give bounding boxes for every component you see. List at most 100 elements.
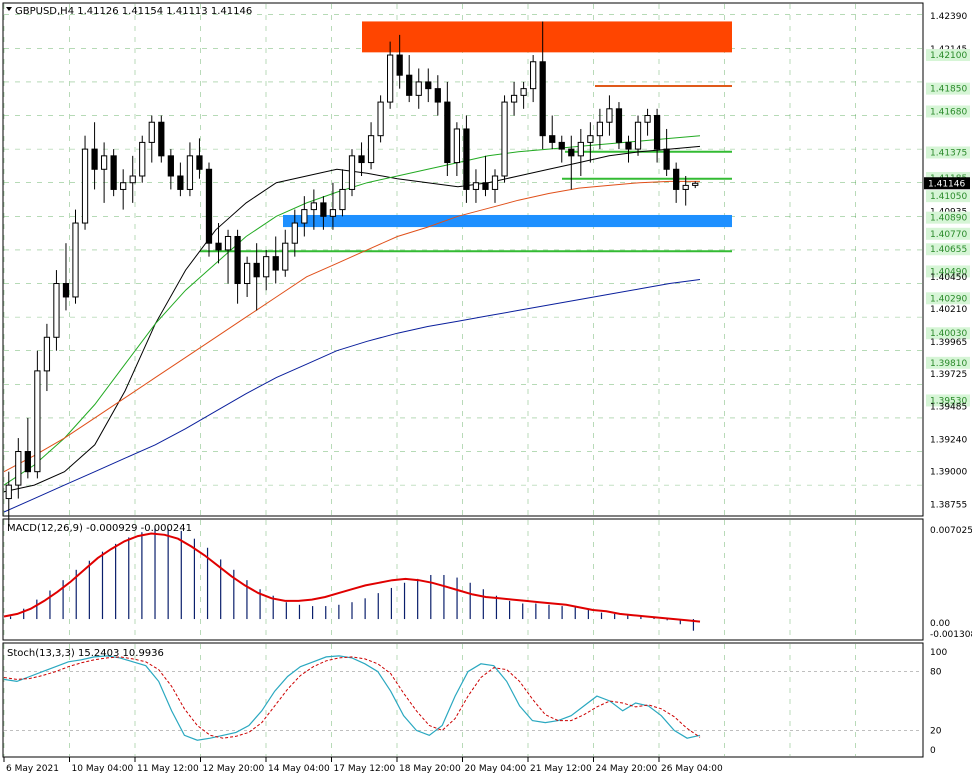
candle-body <box>587 135 594 143</box>
time-tick-label: 6 May 2021 <box>6 764 59 774</box>
triangle-down-icon[interactable] <box>6 7 12 11</box>
candle-body <box>272 256 279 271</box>
price-label-highlight <box>926 49 970 62</box>
price-tick-label: 1.42390 <box>930 12 967 22</box>
price-label-highlight <box>926 292 970 305</box>
candle-body <box>196 155 203 170</box>
price-tick-label: 1.40655 <box>930 245 967 255</box>
candle-body <box>24 451 31 473</box>
candle-body <box>291 222 298 244</box>
stoch-signal-line <box>3 656 701 739</box>
candle-body <box>129 175 136 184</box>
price-tick-label: 1.41050 <box>930 192 967 202</box>
candle-body <box>253 262 260 278</box>
moving-average-line <box>3 180 700 473</box>
candle-body <box>110 155 117 190</box>
candle-body <box>72 222 79 298</box>
price-axis: 1.423901.421451.421001.418501.416801.413… <box>924 12 972 756</box>
candle-body <box>43 336 51 372</box>
candle-body <box>568 148 575 157</box>
time-tick-label: 20 May 04:00 <box>465 764 527 774</box>
time-tick-label: 17 May 12:00 <box>334 764 396 774</box>
support-zone <box>283 214 732 228</box>
price-tick-label: 1.41680 <box>930 107 967 117</box>
resistance-zone <box>362 21 732 53</box>
candle-body <box>549 135 556 143</box>
stoch-axis-label: 100 <box>930 648 947 658</box>
time-tick-label: 10 May 04:00 <box>72 764 134 774</box>
price-label-highlight <box>926 227 970 240</box>
stoch-panel-frame <box>2 642 924 758</box>
candle-body <box>167 155 174 177</box>
candle-body <box>148 121 155 143</box>
candle-body <box>348 155 356 190</box>
candle-body <box>367 135 375 164</box>
candle-body <box>377 101 384 137</box>
candle-body <box>501 101 508 177</box>
price-tick-label: 1.40770 <box>930 230 967 240</box>
candle-body <box>453 128 460 164</box>
candle-body <box>34 370 41 473</box>
price-label-highlight <box>926 243 970 256</box>
time-axis: 6 May 2021 10 May 04:00 11 May 12:00 12 May… <box>3 757 723 774</box>
candle-body <box>663 148 670 170</box>
candle-body <box>91 148 98 170</box>
price-tick-label: 1.40030 <box>930 329 967 339</box>
stoch-panel <box>3 655 922 741</box>
candle-body <box>5 484 12 500</box>
candle-body <box>244 262 251 285</box>
candle-body <box>615 108 623 143</box>
candle-body <box>644 115 651 123</box>
candle-body <box>596 121 604 137</box>
candle-body <box>224 235 232 251</box>
price-tick-label: 1.39000 <box>930 468 967 478</box>
candle-body <box>558 141 565 150</box>
macd-label: MACD(12,26,9) -0.000929 -0.000241 <box>7 523 192 534</box>
candles <box>5 21 699 526</box>
price-tick-label: 1.40890 <box>930 214 967 224</box>
macd-axis-label: -0.001308 <box>930 630 972 640</box>
candle-body <box>463 128 470 190</box>
price-label-highlight <box>926 82 970 95</box>
price-tick-label: 1.39965 <box>930 338 967 348</box>
candle-body <box>215 242 222 251</box>
price-label-highlight <box>926 265 970 278</box>
candle-body <box>539 61 546 137</box>
price-label-highlight <box>926 146 970 159</box>
current-price-marker <box>924 177 970 190</box>
candle-body <box>482 182 489 190</box>
time-tick-label: 26 May 04:00 <box>661 764 723 774</box>
stoch-main-line <box>3 655 701 741</box>
candle-body <box>339 188 346 211</box>
price-tick-label: 1.38755 <box>930 501 967 511</box>
symbol-header: GBPUSD,H4 1.41126 1.41154 1.41113 1.4114… <box>15 6 252 17</box>
candle-body <box>100 155 108 170</box>
time-tick-label: 24 May 20:00 <box>596 764 658 774</box>
price-label-highlight <box>926 211 970 224</box>
candle-body <box>577 141 584 157</box>
stoch-label: Stoch(13,3,3) 15.2403 10.9936 <box>7 648 164 659</box>
macd-signal-line <box>3 532 701 623</box>
price-label-highlight <box>926 327 970 340</box>
macd-axis-label: 0.00 <box>930 619 950 629</box>
candle-body <box>186 155 194 190</box>
time-tick-label: 12 May 20:00 <box>203 764 265 774</box>
price-tick-label: 1.41850 <box>930 85 967 95</box>
candle-body <box>396 54 403 76</box>
candle-body <box>53 283 60 338</box>
stoch-axis-label: 20 <box>930 726 942 736</box>
candle-body <box>282 242 289 271</box>
candle-body <box>444 101 451 164</box>
candle-body <box>139 141 146 177</box>
price-label-highlight <box>926 394 970 407</box>
price-tick-label: 1.40290 <box>930 294 967 304</box>
candle-body <box>692 182 699 186</box>
candle-body <box>205 168 213 244</box>
candle-body <box>673 168 680 190</box>
candle-body <box>415 81 422 96</box>
candle-body <box>329 209 337 217</box>
candle-body <box>81 148 89 224</box>
price-tick-label: 1.39810 <box>930 359 967 369</box>
candle-body <box>606 108 613 123</box>
